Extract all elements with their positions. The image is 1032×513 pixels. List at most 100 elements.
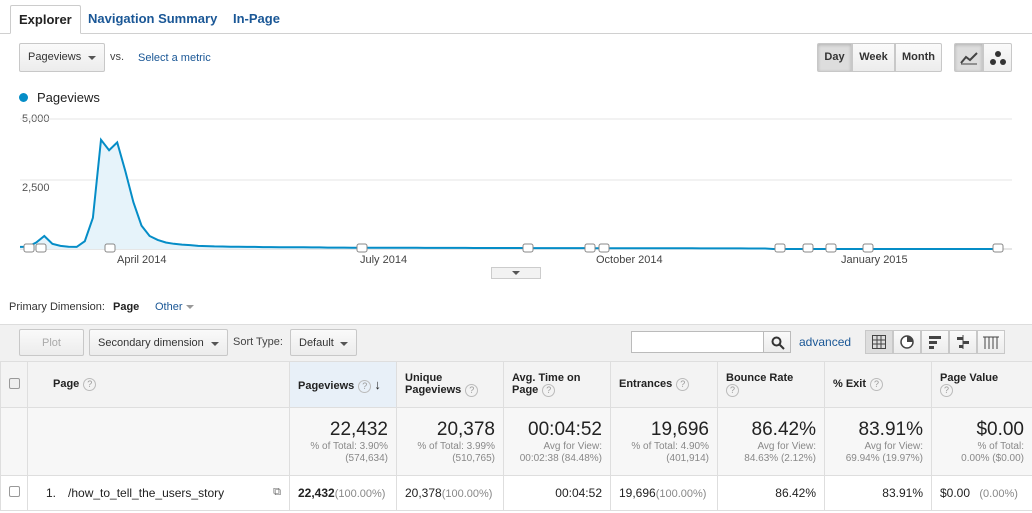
- pie-chart-icon: [900, 335, 914, 349]
- cell-percent: (100.00%): [655, 488, 707, 500]
- tab-explorer[interactable]: Explorer: [10, 5, 81, 34]
- x-tick-label: April 2014: [117, 254, 167, 266]
- chevron-down-icon: [185, 305, 194, 310]
- pageviews-line-chart: [19, 118, 1012, 253]
- annotation-icon[interactable]: [862, 243, 874, 253]
- total-pageviews: 22,432% of Total: 3.90% (574,634): [289, 407, 397, 476]
- sort-type-label: Sort Type:: [233, 336, 283, 348]
- annotation-icon[interactable]: [598, 243, 610, 253]
- dimension-other-label: Other: [155, 301, 183, 313]
- pageviews-cell: 22,432(100.00%): [289, 475, 397, 511]
- select-metric-link[interactable]: Select a metric: [138, 52, 211, 64]
- cell-value: 86.42%: [775, 486, 816, 500]
- period-week-button[interactable]: Week: [852, 43, 895, 72]
- total-value: 83.91%: [858, 418, 923, 440]
- search-input[interactable]: [631, 331, 764, 353]
- row-select-cell: [0, 475, 28, 511]
- total-note: (401,914): [666, 452, 709, 464]
- help-icon[interactable]: ?: [465, 384, 479, 397]
- help-icon[interactable]: ?: [676, 378, 690, 391]
- entrances-cell: 19,696(100.00%): [610, 475, 718, 511]
- exit-cell: 83.91%: [824, 475, 932, 511]
- primary-dimension-label: Primary Dimension:: [9, 301, 105, 313]
- open-page-icon[interactable]: ⧉: [273, 486, 281, 498]
- pie-view-button[interactable]: [893, 330, 921, 354]
- legend-marker: [19, 93, 28, 102]
- metric-select-value: Pageviews: [28, 51, 82, 63]
- total-note: % of Total: 3.99%: [417, 440, 495, 452]
- annotation-icon[interactable]: [802, 243, 814, 253]
- column-header-bounce-rate[interactable]: Bounce Rate?: [717, 361, 825, 408]
- column-header-avg-time[interactable]: Avg. Time on Page?: [503, 361, 611, 408]
- tab-navigation-summary[interactable]: Navigation Summary: [88, 11, 218, 26]
- total-value: 22,432: [329, 418, 388, 440]
- sort-descending-icon[interactable]: ↓: [374, 376, 381, 392]
- performance-view-button[interactable]: [921, 330, 949, 354]
- dimension-other[interactable]: Other: [155, 301, 194, 313]
- tab-in-page[interactable]: In-Page: [233, 11, 280, 26]
- cell-value: 20,378: [405, 486, 442, 500]
- annotation-icon[interactable]: [825, 243, 837, 253]
- metric-select[interactable]: Pageviews: [19, 43, 105, 72]
- period-day-button[interactable]: Day: [817, 43, 852, 72]
- help-icon[interactable]: ?: [358, 379, 372, 393]
- annotation-icon[interactable]: [584, 243, 596, 253]
- total-value: 20,378: [436, 418, 495, 440]
- x-tick-label: July 2014: [360, 254, 408, 266]
- sort-type-select[interactable]: Default: [290, 329, 357, 356]
- report-tabs: Explorer Navigation Summary In-Page: [0, 0, 1032, 34]
- total-note: Avg for View:: [864, 440, 923, 452]
- annotation-icon[interactable]: [356, 243, 368, 253]
- help-icon[interactable]: ?: [726, 384, 739, 397]
- page-value-cell: $0.00 (0.00%): [931, 475, 1032, 511]
- help-icon[interactable]: ?: [83, 378, 97, 391]
- help-icon[interactable]: ?: [542, 384, 556, 397]
- cell-value: 83.91%: [882, 486, 923, 500]
- annotation-expand-toggle[interactable]: [491, 267, 541, 279]
- help-icon[interactable]: ?: [940, 384, 953, 397]
- total-bounce-rate: 86.42% Avg for View: 84.63% (2.12%): [717, 407, 825, 476]
- totals-spacer: [27, 407, 290, 476]
- avg-time-cell: 00:04:52: [503, 475, 611, 511]
- totals-spacer: [0, 407, 28, 476]
- sort-type-value: Default: [299, 337, 334, 349]
- annotation-icon[interactable]: [104, 243, 116, 253]
- advanced-filter-link[interactable]: advanced: [799, 335, 852, 349]
- page-link[interactable]: /how_to_tell_the_users_story: [68, 486, 225, 500]
- annotation-icon[interactable]: [992, 243, 1004, 253]
- table-view-button[interactable]: [865, 330, 893, 354]
- plot-rows-button[interactable]: Plot Rows: [19, 329, 84, 375]
- total-note: % of Total: 3.90%: [310, 440, 388, 452]
- cell-value: $0.00: [940, 486, 971, 500]
- annotation-icon[interactable]: [522, 243, 534, 253]
- column-header-pageviews[interactable]: Pageviews? ↓: [289, 361, 397, 408]
- dimension-page[interactable]: Page: [113, 301, 140, 313]
- pivot-icon: [983, 336, 999, 349]
- secondary-dimension-select[interactable]: Secondary dimension: [89, 329, 228, 356]
- totals-row: 22,432% of Total: 3.90% (574,634) 20,378%…: [0, 407, 1032, 476]
- help-icon[interactable]: ?: [870, 378, 884, 391]
- motion-chart-toggle[interactable]: [983, 43, 1012, 72]
- column-header-page[interactable]: Page?: [27, 361, 290, 408]
- annotation-icon[interactable]: [774, 243, 786, 253]
- column-header-unique-pageviews[interactable]: Unique Pageviews?: [396, 361, 504, 408]
- annotation-icon[interactable]: [23, 243, 35, 253]
- column-header-label: Unique Pageviews: [405, 372, 462, 396]
- bubble-chart-icon: [989, 51, 1006, 65]
- column-header-exit[interactable]: % Exit?: [824, 361, 932, 408]
- total-note: 0.00% ($0.00): [961, 452, 1024, 464]
- total-note: 69.94% (19.97%): [845, 452, 923, 464]
- column-header-label: Pageviews: [298, 379, 355, 392]
- line-chart-toggle[interactable]: [954, 43, 983, 72]
- pivot-view-button[interactable]: [977, 330, 1005, 354]
- column-header-label: Page Value: [940, 372, 999, 384]
- column-header-page-value[interactable]: Page Value?: [931, 361, 1032, 408]
- total-exit: 83.91% Avg for View: 69.94% (19.97%): [824, 407, 932, 476]
- select-all-checkbox[interactable]: [9, 377, 20, 389]
- comparison-view-button[interactable]: [949, 330, 977, 354]
- annotation-icon[interactable]: [35, 243, 47, 253]
- column-header-entrances[interactable]: Entrances?: [610, 361, 718, 408]
- period-month-button[interactable]: Month: [895, 43, 942, 72]
- row-checkbox[interactable]: [8, 486, 20, 497]
- search-button[interactable]: [763, 331, 791, 353]
